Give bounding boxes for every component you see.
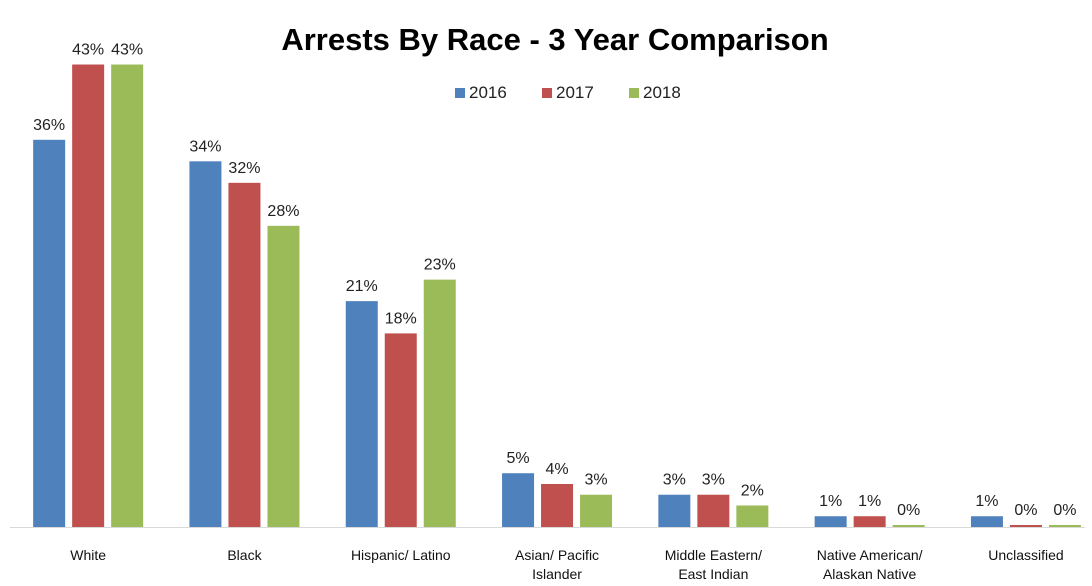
- bar-2017-2: [384, 333, 417, 527]
- legend-label-2016: 2016: [469, 83, 507, 102]
- category-label-0: White: [70, 547, 106, 563]
- chart-legend: 2016 2017 2018: [455, 83, 681, 102]
- bar-area: 36% 43% 43% 34% 32% 28% 21% 18% 23% 5% 4% 3% 3% 3% 2% 1…: [33, 42, 1081, 528]
- data-label-2016-6: 1%: [975, 493, 998, 510]
- bar-2018-5: [892, 525, 925, 527]
- legend-swatch-2017: [542, 88, 552, 98]
- data-label-2017-4: 3%: [702, 472, 725, 489]
- chart-title: Arrests By Race - 3 Year Comparison: [281, 22, 828, 57]
- bar-2018-1: [267, 225, 300, 527]
- bar-2018-0: [111, 64, 144, 527]
- bar-2017-0: [72, 64, 105, 527]
- bar-2017-4: [697, 494, 730, 527]
- data-label-2016-1: 34%: [189, 138, 221, 155]
- bar-2016-4: [658, 494, 691, 527]
- data-label-2018-2: 23%: [424, 257, 456, 274]
- data-label-2018-3: 3%: [584, 472, 607, 489]
- legend-label-2017: 2017: [556, 83, 594, 102]
- bar-2016-6: [970, 516, 1003, 527]
- bar-2018-3: [580, 494, 613, 527]
- data-label-2017-1: 32%: [228, 160, 260, 177]
- category-label-1: Black: [227, 547, 262, 563]
- legend-label-2018: 2018: [643, 83, 681, 102]
- data-label-2018-1: 28%: [267, 203, 299, 220]
- data-label-2018-4: 2%: [741, 482, 764, 499]
- data-label-2017-2: 18%: [385, 310, 417, 327]
- data-label-2017-5: 1%: [858, 493, 881, 510]
- data-label-2016-5: 1%: [819, 493, 842, 510]
- bar-2018-6: [1048, 525, 1081, 527]
- data-label-2017-6: 0%: [1014, 502, 1037, 519]
- bar-2018-2: [423, 279, 456, 527]
- data-label-2017-0: 43%: [72, 42, 104, 59]
- data-label-2018-0: 43%: [111, 42, 143, 59]
- data-label-2016-3: 5%: [506, 450, 529, 467]
- category-label-2: Hispanic/ Latino: [351, 547, 451, 563]
- data-label-2016-0: 36%: [33, 117, 65, 134]
- bar-2017-1: [228, 182, 261, 528]
- bar-2017-5: [853, 516, 886, 527]
- bar-2016-3: [502, 473, 535, 527]
- legend-swatch-2016: [455, 88, 465, 98]
- data-label-2016-2: 21%: [346, 278, 378, 295]
- bar-2016-0: [33, 139, 66, 528]
- category-label-5: Native American/Alaskan Native: [817, 547, 923, 582]
- data-label-2018-6: 0%: [1053, 502, 1076, 519]
- data-label-2017-3: 4%: [545, 461, 568, 478]
- bar-2016-1: [189, 161, 222, 528]
- bar-2017-3: [541, 483, 574, 527]
- category-label-6: Unclassified: [988, 547, 1063, 563]
- category-label-4: Middle Eastern/East Indian: [665, 547, 762, 582]
- category-label-3: Asian/ Pacific Islander: [515, 547, 599, 582]
- data-label-2016-4: 3%: [663, 472, 686, 489]
- data-label-2018-5: 0%: [897, 502, 920, 519]
- bar-2017-6: [1009, 525, 1042, 527]
- legend-swatch-2018: [629, 88, 639, 98]
- bar-2016-2: [345, 301, 378, 527]
- bar-2016-5: [814, 516, 847, 527]
- bar-2018-4: [736, 505, 769, 527]
- category-labels: White Black Hispanic/ Latino Asian/ Pacific…: [70, 547, 1063, 582]
